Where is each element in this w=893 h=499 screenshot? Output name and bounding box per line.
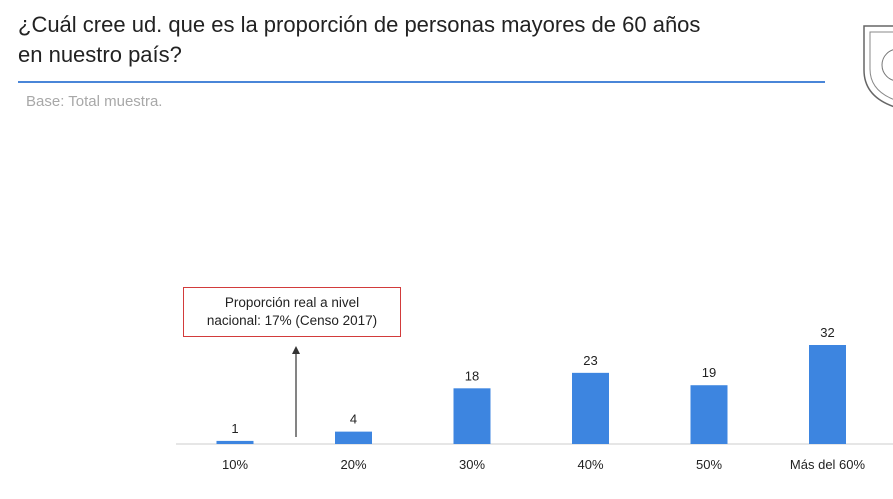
bar-0 bbox=[216, 440, 254, 444]
page-title: ¿Cuál cree ud. que es la proporción de p… bbox=[18, 12, 701, 67]
annotation-line-1: Proporción real a nivel bbox=[224, 295, 360, 310]
tick-label-3: 40% bbox=[577, 457, 603, 472]
value-label-5: 32 bbox=[820, 325, 834, 340]
census-annotation-box: Proporción real a nivel nacional: 17% (C… bbox=[183, 287, 401, 337]
value-label-0: 1 bbox=[231, 421, 238, 436]
tick-label-4: 50% bbox=[696, 457, 722, 472]
value-label-4: 19 bbox=[702, 365, 716, 380]
tick-label-2: 30% bbox=[459, 457, 485, 472]
bar-1 bbox=[335, 431, 372, 444]
title-underline bbox=[18, 81, 825, 83]
value-label-2: 18 bbox=[465, 368, 479, 383]
tick-label-0: 10% bbox=[222, 457, 248, 472]
value-label-3: 23 bbox=[583, 353, 597, 368]
bar-3 bbox=[572, 372, 609, 444]
annotation-line-2: nacional: 17% (Censo 2017) bbox=[206, 313, 378, 328]
university-seal-icon bbox=[863, 25, 893, 108]
tick-label-1: 20% bbox=[340, 457, 366, 472]
reference-arrow-head bbox=[292, 346, 300, 354]
base-note: Base: Total muestra. bbox=[26, 93, 163, 110]
value-label-1: 4 bbox=[350, 412, 357, 427]
bar-4 bbox=[690, 385, 728, 444]
bar-5 bbox=[809, 345, 846, 444]
tick-label-5: Más del 60% bbox=[790, 457, 866, 472]
bar-2 bbox=[453, 388, 491, 444]
